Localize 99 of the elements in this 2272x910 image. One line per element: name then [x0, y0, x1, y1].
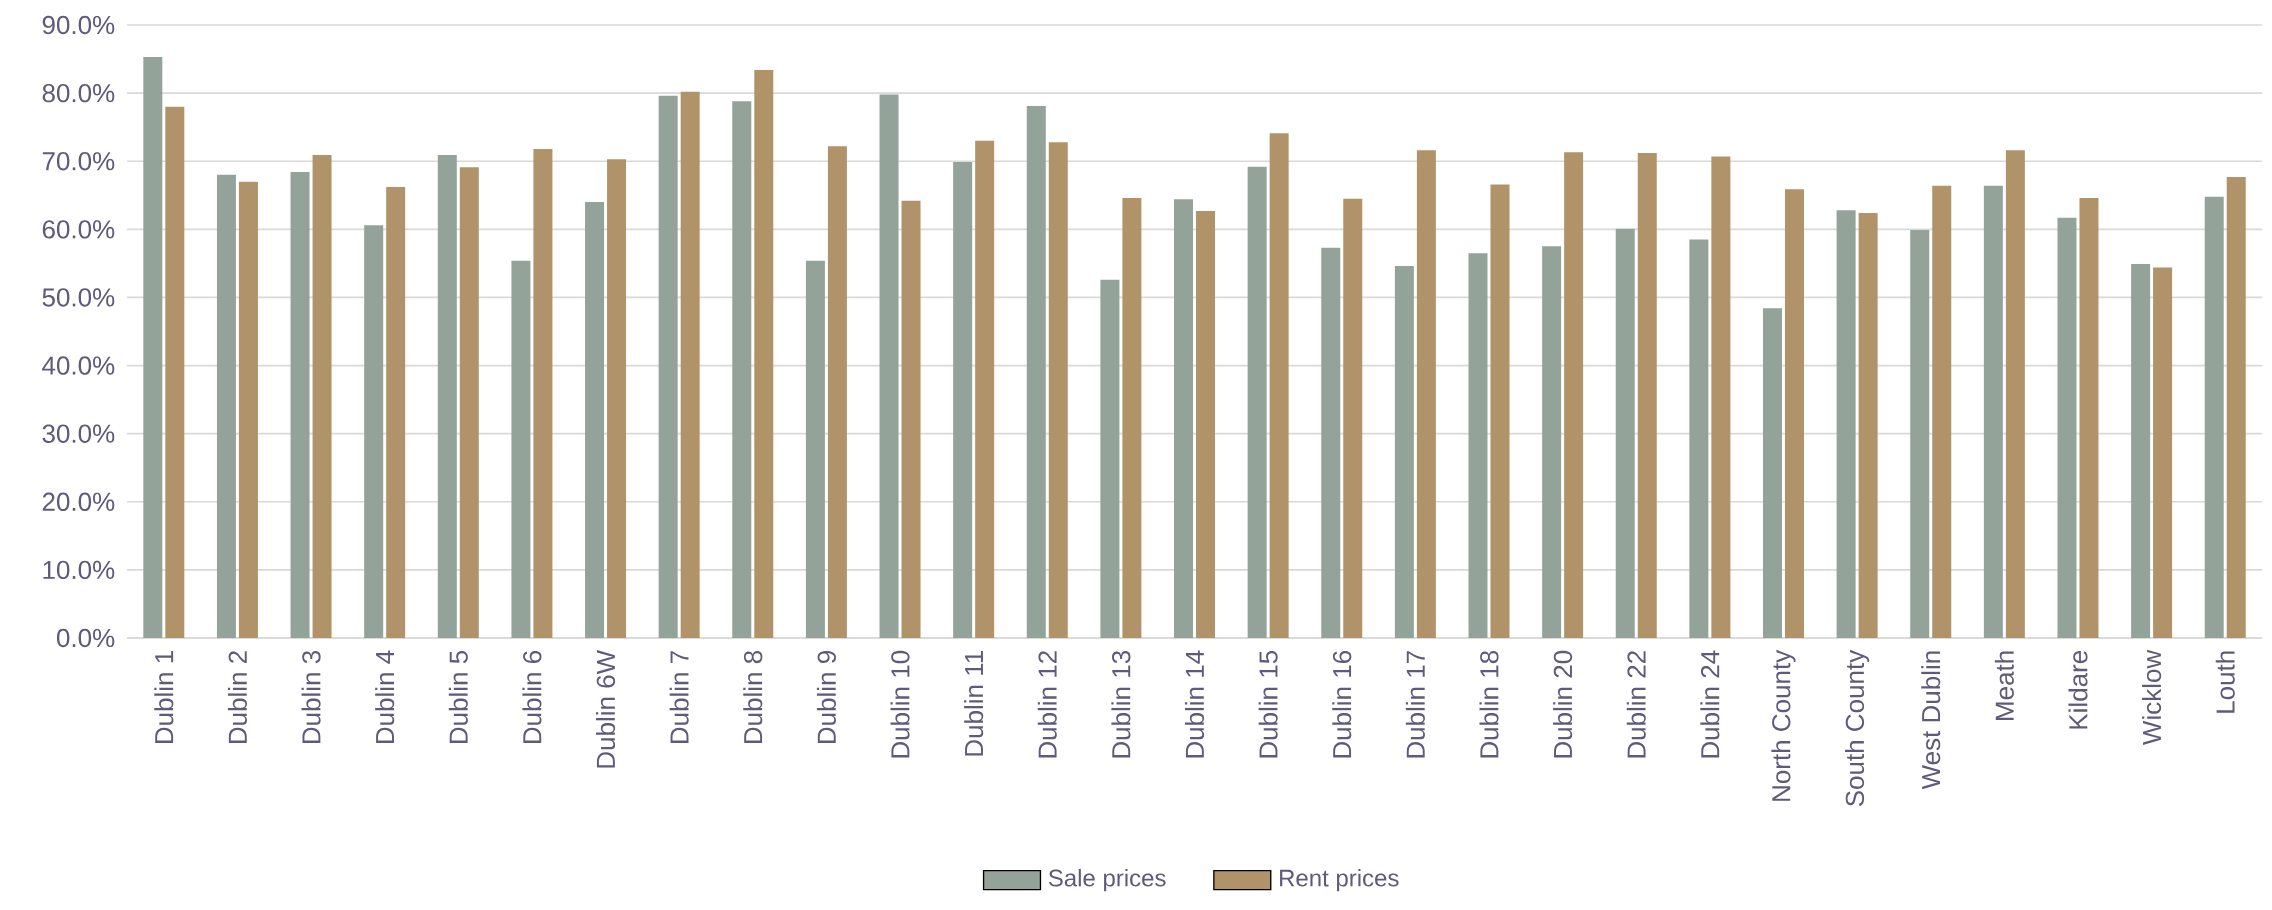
bar — [1247, 166, 1267, 638]
bar — [165, 106, 185, 638]
bar — [585, 202, 605, 638]
bar — [1932, 185, 1952, 638]
bar — [437, 155, 457, 638]
bar — [1689, 239, 1709, 638]
y-tick-label: 30.0% — [42, 424, 115, 443]
x-tick-label: Dublin 17 — [1405, 651, 1425, 758]
bar — [1416, 150, 1436, 638]
bar — [732, 101, 752, 638]
x-tick-label: Dublin 11 — [964, 651, 984, 756]
x-tick-label: Dublin 6W — [596, 649, 616, 768]
bar — [1858, 212, 1878, 638]
x-tick-label: Dublin 4 — [375, 650, 395, 744]
bar — [364, 225, 384, 638]
y-tick-label: 80.0% — [42, 83, 115, 103]
bar — [658, 95, 678, 638]
legend-label: Sale prices — [1048, 868, 1166, 892]
bar — [1762, 308, 1782, 638]
bar — [386, 187, 406, 638]
bar — [680, 91, 700, 638]
x-tick-label: Dublin 16 — [1332, 650, 1352, 758]
x-tick-label: Dublin 14 — [1184, 650, 1205, 758]
bar — [1343, 198, 1363, 638]
x-tick-label: West Dublin — [1921, 651, 1941, 790]
y-tick-label: 90.0% — [42, 15, 115, 35]
bar — [805, 260, 825, 638]
bar — [1910, 230, 1930, 638]
x-tick-label: North County — [1771, 649, 1796, 801]
bar — [238, 181, 258, 638]
x-tick-label: Dublin 7 — [669, 651, 689, 744]
x-tick-label: Kildare — [2068, 650, 2088, 729]
bar — [1196, 210, 1216, 638]
bar — [953, 161, 973, 638]
x-tick-label: Dublin 10 — [890, 650, 910, 758]
bar — [1026, 106, 1046, 638]
y-tick-label: 40.0% — [42, 356, 115, 375]
bar — [1468, 253, 1488, 638]
bar — [1542, 246, 1562, 638]
bar — [511, 260, 531, 638]
x-tick-label: Dublin 12 — [1037, 651, 1057, 758]
x-tick-label: Dublin 5 — [448, 650, 468, 744]
bar — [312, 155, 332, 638]
bar — [216, 174, 236, 638]
x-tick-label: Dublin 22 — [1626, 651, 1646, 758]
bar — [1637, 153, 1657, 638]
bar — [754, 69, 774, 638]
y-tick-label: 50.0% — [42, 288, 115, 307]
legend-label: Rent prices — [1280, 868, 1399, 892]
bar — [1269, 133, 1289, 638]
x-tick-label: Louth — [2215, 651, 2235, 713]
bar — [2226, 176, 2246, 638]
bar — [1122, 198, 1142, 638]
bar — [607, 159, 627, 638]
y-tick-label: 10.0% — [43, 560, 115, 580]
bar — [290, 172, 310, 638]
bar — [1836, 210, 1856, 638]
bar — [2153, 267, 2173, 638]
y-tick-label: 60.0% — [42, 220, 115, 239]
bar — [1615, 228, 1635, 638]
y-tick-label: 0.0% — [56, 628, 115, 648]
bar — [2079, 198, 2099, 638]
bar — [879, 94, 899, 638]
y-tick-label: 70.0% — [42, 152, 115, 171]
bar — [1785, 189, 1804, 638]
bar — [533, 148, 553, 638]
bar — [2204, 196, 2224, 638]
x-tick-label: Dublin 8 — [743, 650, 763, 744]
bar — [1174, 199, 1194, 638]
bar — [459, 167, 479, 638]
x-tick-label: Meath — [1994, 651, 2014, 720]
x-tick-label: Dublin 15 — [1258, 650, 1278, 758]
x-tick-label: South County — [1845, 649, 1870, 807]
bar — [1564, 152, 1584, 638]
bar — [827, 146, 847, 638]
bar — [1100, 279, 1120, 638]
bar — [975, 140, 995, 638]
x-tick-label: Wicklow — [2142, 649, 2162, 745]
x-tick-label: Dublin 20 — [1553, 650, 1573, 758]
bar — [2131, 264, 2151, 638]
x-tick-label: Dublin 2 — [227, 651, 247, 744]
bar — [901, 200, 921, 638]
bar — [1983, 185, 2003, 638]
bar — [143, 57, 163, 638]
x-tick-label: Dublin 13 — [1111, 650, 1131, 758]
bar — [2005, 150, 2025, 638]
bar — [1321, 247, 1341, 638]
bar — [1490, 184, 1510, 638]
x-tick-label: Dublin 9 — [816, 651, 836, 744]
bar — [1394, 266, 1414, 638]
x-tick-label: Dublin 3 — [301, 650, 321, 744]
x-tick-label: Dublin 6 — [522, 650, 542, 744]
bar — [1711, 156, 1731, 638]
x-tick-label: Dublin 1 — [154, 651, 174, 744]
x-tick-label: Dublin 18 — [1479, 650, 1499, 758]
y-tick-label: 20.0% — [42, 492, 115, 511]
bar — [2057, 217, 2077, 638]
bar — [1048, 142, 1068, 638]
x-tick-label: Dublin 24 — [1700, 650, 1720, 758]
